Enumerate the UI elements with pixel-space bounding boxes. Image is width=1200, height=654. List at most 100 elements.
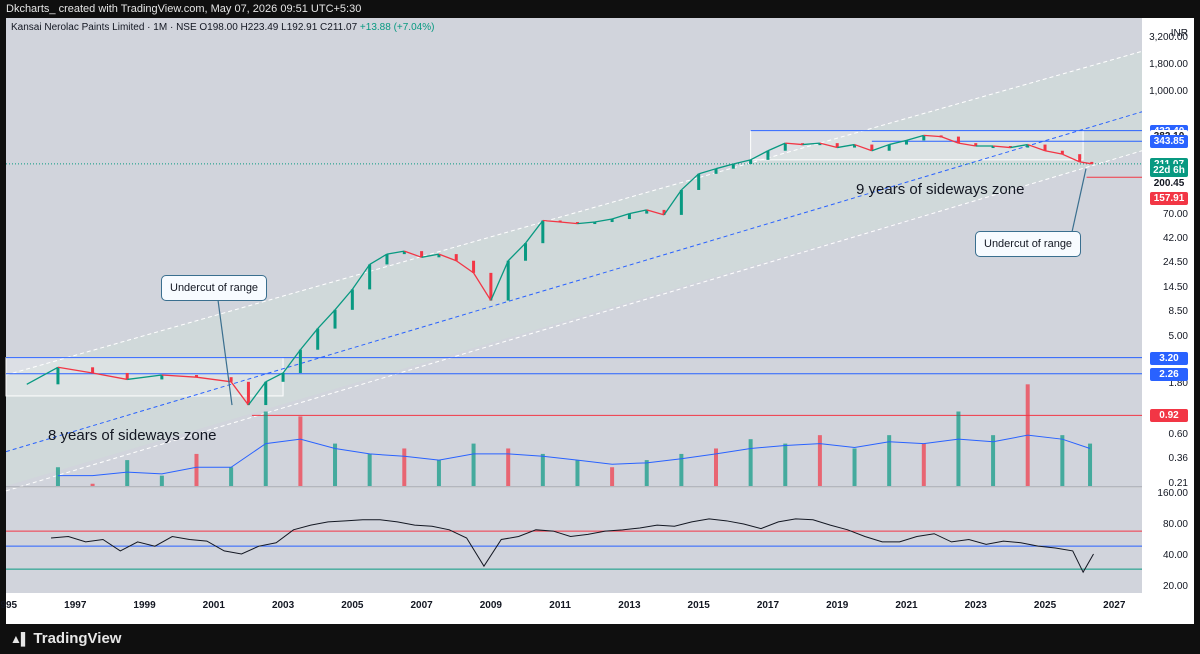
price-segment xyxy=(1010,143,1028,149)
price-candle xyxy=(264,381,268,406)
price-segment xyxy=(299,328,319,351)
price-segment xyxy=(594,218,613,223)
price-segment xyxy=(161,374,197,378)
price-segment xyxy=(611,212,630,220)
volume-bar xyxy=(402,448,407,486)
symbol-legend[interactable]: Kansai Nerolac Paints Limited · 1M · NSE… xyxy=(11,22,434,33)
price-tick-label: 70.00 xyxy=(1162,208,1188,220)
price-segment xyxy=(230,381,249,406)
tradingview-logo[interactable]: ▲▌ TradingView xyxy=(10,630,121,647)
time-tick-label: 1995 xyxy=(0,600,18,611)
price-segment xyxy=(560,221,578,225)
price-segment xyxy=(282,349,301,374)
volume-bar xyxy=(298,416,303,486)
price-candle xyxy=(662,209,666,215)
price-candle xyxy=(593,222,597,225)
price-tag: 2.26 xyxy=(1150,367,1188,381)
price-segment xyxy=(386,250,405,255)
instrument-label: Kansai Nerolac Paints Limited · 1M · NSE xyxy=(11,22,197,33)
price-segment xyxy=(802,142,820,146)
volume-bar xyxy=(748,439,753,486)
price-tag: 200.45 xyxy=(1150,176,1188,190)
volume-bar xyxy=(575,460,580,486)
time-tick-label: 1997 xyxy=(64,600,87,611)
price-tick-label: 24.50 xyxy=(1162,257,1188,269)
price-candle xyxy=(281,372,285,382)
time-tick-label: 2007 xyxy=(410,600,433,611)
price-segment xyxy=(680,173,700,191)
price-segment xyxy=(958,142,976,147)
channel-mid-dashed-line xyxy=(5,111,1143,453)
right-zone-note[interactable]: 9 years of sideways zone xyxy=(856,181,1025,198)
price-candle xyxy=(1026,144,1030,148)
sideways-box-1 xyxy=(750,130,1084,161)
price-candle xyxy=(489,272,493,301)
price-candle xyxy=(160,375,164,380)
currency-label[interactable]: INR xyxy=(1170,28,1188,39)
left-zone-note[interactable]: 8 years of sideways zone xyxy=(48,427,217,444)
time-tick-label: 2023 xyxy=(964,600,987,611)
volume-bar xyxy=(506,448,511,486)
volume-bar xyxy=(159,475,164,486)
price-candle xyxy=(333,309,337,329)
price-segment xyxy=(438,253,457,262)
price-candle xyxy=(506,260,510,301)
price-candle xyxy=(437,254,441,258)
right-undercut-callout[interactable]: Undercut of range xyxy=(975,231,1082,257)
volume-bar xyxy=(852,448,857,486)
price-candle xyxy=(853,144,857,148)
volume-bar xyxy=(1088,443,1093,486)
volume-bar xyxy=(783,443,788,486)
price-segment xyxy=(1062,153,1080,163)
time-tick-label: 2001 xyxy=(202,600,225,611)
price-candle xyxy=(368,264,372,290)
price-candle xyxy=(402,251,406,255)
time-tick-label: 2011 xyxy=(549,600,571,611)
volume-bar xyxy=(817,435,822,486)
price-candle xyxy=(125,372,129,380)
price-tick-label: 0.60 xyxy=(1168,429,1188,441)
price-candle xyxy=(229,377,233,382)
brand-name: TradingView xyxy=(33,630,122,647)
time-tick-label: 2003 xyxy=(271,600,295,611)
price-candle xyxy=(246,381,250,406)
price-segment xyxy=(646,209,665,216)
price-candle xyxy=(818,143,822,146)
price-candle xyxy=(1060,150,1064,155)
price-candle xyxy=(524,243,528,261)
volume-bar xyxy=(714,448,718,486)
price-tag: 0.92 xyxy=(1150,409,1188,423)
left-undercut-callout[interactable]: Undercut of range xyxy=(161,275,268,301)
price-candle xyxy=(627,213,631,220)
price-pane[interactable] xyxy=(6,18,1142,487)
volume-bar xyxy=(1060,435,1065,486)
price-segment xyxy=(993,145,1011,149)
time-tick-label: 2019 xyxy=(826,600,849,611)
price-segment xyxy=(334,288,353,311)
price-tick-label: 8.50 xyxy=(1168,306,1188,318)
price-tick-label: 1.80 xyxy=(1168,378,1188,390)
price-candle xyxy=(316,328,320,350)
price-candle xyxy=(454,254,458,261)
price-tag: 22d 6h xyxy=(1150,163,1188,177)
price-segment xyxy=(317,309,336,330)
volume-bar xyxy=(644,460,649,486)
price-tag: 3.20 xyxy=(1150,351,1188,365)
price-candle xyxy=(783,143,787,151)
volume-bar xyxy=(956,411,961,486)
price-segment xyxy=(127,374,162,381)
price-candle xyxy=(922,135,926,141)
volume-bar xyxy=(887,435,892,486)
price-candle xyxy=(385,254,389,265)
price-candle xyxy=(91,367,95,373)
volume-bar xyxy=(333,443,338,486)
price-segment xyxy=(1079,161,1092,165)
tradingview-mark-icon: ▲▌ xyxy=(10,632,29,646)
volume-bar xyxy=(90,483,95,486)
price-candle xyxy=(1043,144,1047,151)
price-candle xyxy=(974,143,978,147)
price-tick-label: 1,800.00 xyxy=(1149,58,1188,70)
price-segment xyxy=(837,143,855,149)
time-tick-label: 2027 xyxy=(1103,600,1126,611)
